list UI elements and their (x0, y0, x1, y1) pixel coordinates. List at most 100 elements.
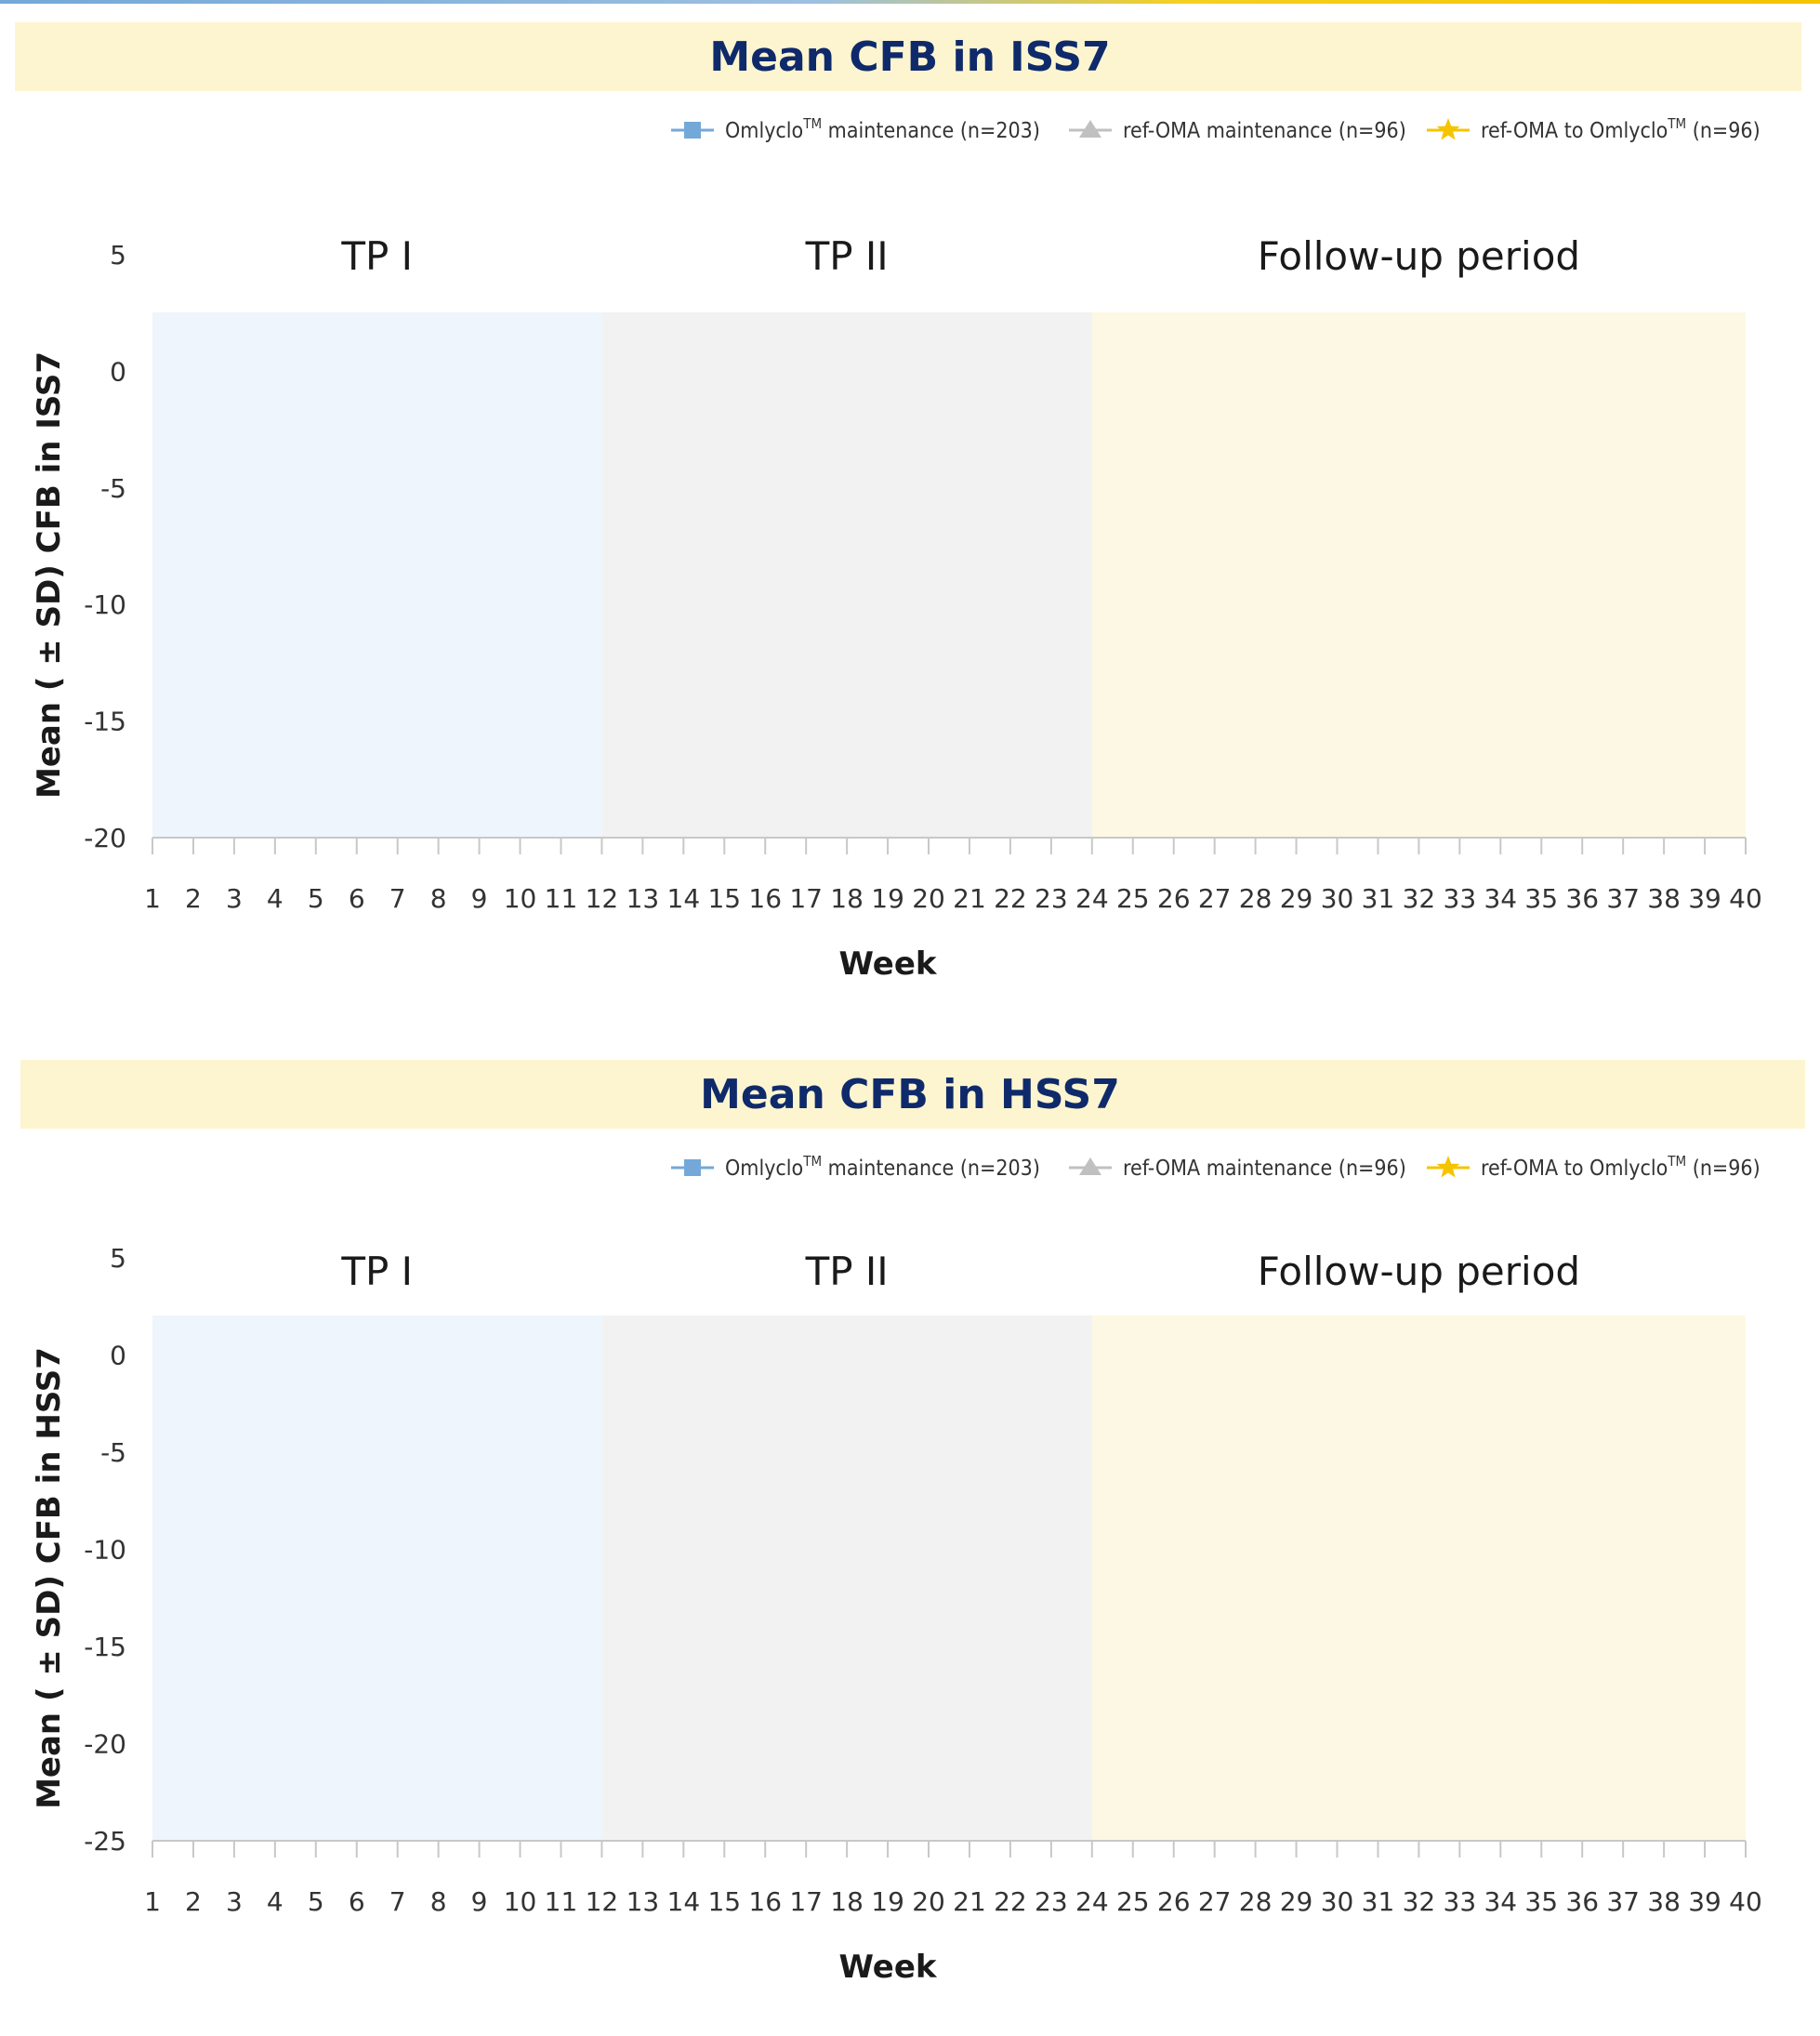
x-tick-label: 4 (267, 883, 284, 914)
x-tick-label: 33 (1444, 1886, 1477, 1917)
x-tick-label: 22 (994, 883, 1027, 914)
x-tick-label: 38 (1647, 1886, 1681, 1917)
x-tick-label: 26 (1157, 1886, 1191, 1917)
x-tick-label: 3 (226, 883, 243, 914)
legend-label: ref-OMA maintenance (n=96) (1123, 1157, 1406, 1181)
x-tick-label: 28 (1239, 1886, 1273, 1917)
y-axis-title: Mean ( ± SD) CFB in ISS7 (31, 351, 68, 799)
y-axis-title: Mean ( ± SD) CFB in HSS7 (31, 1347, 68, 1809)
x-tick-label: 7 (389, 1886, 406, 1917)
legend-item: ref-OMA to OmlycloTM (n=96) (1427, 115, 1761, 143)
x-tick-label: 2 (185, 1886, 202, 1917)
y-tick-label: -15 (84, 707, 126, 737)
x-tick-label: 14 (667, 1886, 701, 1917)
x-tick-label: 8 (430, 1886, 447, 1917)
x-tick-label: 8 (430, 883, 447, 914)
title-band (20, 1060, 1805, 1129)
period-label: Follow-up period (1258, 233, 1580, 279)
x-tick-label: 20 (912, 1886, 945, 1917)
x-tick-label: 25 (1116, 883, 1150, 914)
period-band (601, 1315, 1092, 1841)
x-tick-label: 32 (1403, 1886, 1436, 1917)
x-tick-label: 28 (1239, 883, 1273, 914)
x-tick-label: 35 (1524, 883, 1558, 914)
chart-hss7-svg: Mean CFB in HSS7 OmlycloTM maintenance (n… (20, 1060, 1805, 1986)
y-tick-label: 5 (110, 1243, 126, 1274)
legend: OmlycloTM maintenance (n=203) ref-OMA mai… (671, 115, 1761, 143)
x-tick-label: 5 (308, 883, 324, 914)
x-tick-label: 13 (626, 883, 660, 914)
x-tick-label: 29 (1280, 883, 1313, 914)
x-tick-label: 37 (1606, 1886, 1640, 1917)
x-tick-label: 21 (953, 883, 986, 914)
y-tick-label: -10 (84, 1535, 126, 1566)
legend-item: OmlycloTM maintenance (n=203) (671, 115, 1040, 143)
period-band (1091, 1315, 1746, 1841)
x-tick-label: 35 (1524, 1886, 1558, 1917)
chart-title: Mean CFB in ISS7 (709, 33, 1110, 81)
x-tick-label: 38 (1647, 883, 1681, 914)
x-tick-label: 31 (1362, 1886, 1395, 1917)
x-tick-label: 6 (349, 1886, 365, 1917)
star-icon (1436, 118, 1460, 140)
legend-item: OmlycloTM maintenance (n=203) (671, 1153, 1040, 1181)
legend-label: ref-OMA maintenance (n=96) (1123, 119, 1406, 143)
legend: OmlycloTM maintenance (n=203) ref-OMA mai… (671, 1153, 1761, 1181)
star-icon (1436, 1156, 1460, 1178)
x-tick-label: 39 (1688, 883, 1721, 914)
x-tick-label: 24 (1075, 883, 1109, 914)
y-tick-label: -15 (84, 1632, 126, 1662)
legend-label: OmlycloTM maintenance (n=203) (725, 115, 1040, 143)
x-tick-label: 16 (748, 1886, 782, 1917)
x-tick-label: 5 (308, 1886, 324, 1917)
x-tick-label: 11 (545, 883, 578, 914)
x-tick-label: 12 (586, 883, 619, 914)
x-tick-label: 3 (226, 1886, 243, 1917)
legend-item: ref-OMA to OmlycloTM (n=96) (1427, 1153, 1761, 1181)
x-tick-label: 36 (1565, 883, 1599, 914)
triangle-icon (1079, 1157, 1101, 1175)
x-tick-label: 30 (1321, 1886, 1354, 1917)
chart-title: Mean CFB in HSS7 (700, 1071, 1120, 1118)
period-band (152, 312, 602, 838)
x-tick-label: 36 (1565, 1886, 1599, 1917)
x-axis-title: Week (838, 1949, 937, 1986)
period-band (152, 1315, 602, 1841)
y-tick-label: -25 (84, 1826, 126, 1857)
x-tick-label: 34 (1484, 883, 1517, 914)
x-tick-label: 39 (1688, 1886, 1721, 1917)
x-tick-label: 22 (994, 1886, 1027, 1917)
x-tick-label: 16 (748, 883, 782, 914)
period-label: TP I (340, 1249, 413, 1294)
x-tick-label: 10 (504, 883, 537, 914)
x-tick-label: 29 (1280, 1886, 1313, 1917)
period-label: TP II (805, 1249, 889, 1294)
x-tick-label: 32 (1403, 883, 1436, 914)
x-tick-label: 15 (707, 883, 741, 914)
x-tick-label: 21 (953, 1886, 986, 1917)
period-label: TP I (340, 233, 413, 279)
period-band (1091, 312, 1746, 838)
square-icon (684, 122, 701, 139)
x-tick-label: 34 (1484, 1886, 1517, 1917)
x-tick-label: 6 (349, 883, 365, 914)
x-tick-label: 17 (789, 1886, 823, 1917)
x-tick-label: 31 (1362, 883, 1395, 914)
x-tick-label: 18 (830, 1886, 864, 1917)
y-tick-label: 0 (110, 356, 126, 387)
y-tick-label: -5 (100, 1437, 126, 1468)
legend-label: ref-OMA to OmlycloTM (n=96) (1481, 1153, 1761, 1181)
x-tick-label: 20 (912, 883, 945, 914)
x-tick-label: 18 (830, 883, 864, 914)
legend-label: OmlycloTM maintenance (n=203) (725, 1153, 1040, 1181)
x-tick-label: 15 (707, 1886, 741, 1917)
x-tick-label: 19 (871, 1886, 904, 1917)
period-label: Follow-up period (1258, 1249, 1580, 1294)
x-tick-label: 23 (1035, 883, 1068, 914)
y-tick-label: 0 (110, 1341, 126, 1371)
legend-item: ref-OMA maintenance (n=96) (1069, 119, 1406, 143)
period-band (601, 312, 1092, 838)
x-tick-label: 26 (1157, 883, 1191, 914)
x-tick-label: 33 (1444, 883, 1477, 914)
y-tick-label: -20 (84, 1729, 126, 1760)
